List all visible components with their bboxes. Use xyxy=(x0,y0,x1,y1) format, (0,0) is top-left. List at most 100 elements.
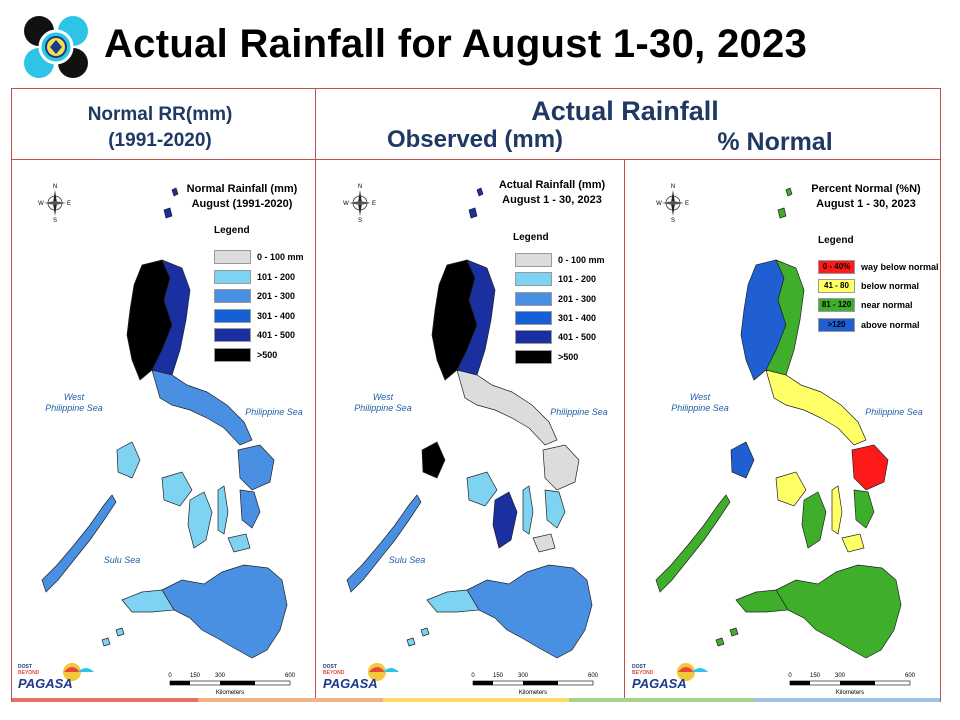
legend-label: 401 - 500 xyxy=(257,330,296,340)
island-region xyxy=(522,485,534,535)
legend-label: below normal xyxy=(861,281,920,292)
island-region xyxy=(237,444,275,491)
island-region xyxy=(466,471,498,507)
philippines-map xyxy=(655,187,902,659)
legend-item: 0 - 100 mm xyxy=(214,250,304,264)
page-title: Actual Rainfall for August 1-30, 2023 xyxy=(104,22,808,66)
scale-bar: 0 150 300 600 Kilometers xyxy=(782,668,922,700)
panel-title-line2: August 1 - 30, 2023 xyxy=(816,198,916,210)
sea-label-west: West Philippine Sea xyxy=(354,392,412,413)
svg-text:300: 300 xyxy=(835,673,846,679)
legend-swatch: 41 - 80 xyxy=(818,279,855,294)
legend-label: 301 - 400 xyxy=(558,312,597,323)
panel-title-line2: August 1 - 30, 2023 xyxy=(502,194,602,206)
island-region xyxy=(715,637,725,647)
island-region xyxy=(801,491,827,549)
svg-text:S: S xyxy=(671,218,675,222)
island-region xyxy=(468,207,478,219)
island-region xyxy=(239,489,261,529)
legend-swatch xyxy=(214,289,251,303)
pagasa-logo: DOST BEYOND PAGASA xyxy=(321,660,413,696)
panel-title-line1: Percent Normal (%N) xyxy=(811,183,921,195)
island-region xyxy=(785,187,793,197)
island-region xyxy=(476,187,484,197)
island-region xyxy=(163,207,173,219)
island-region xyxy=(730,441,755,479)
sea-label-east: Philippine Sea xyxy=(245,407,303,417)
island-region xyxy=(406,637,416,647)
legend-item: 101 - 200 xyxy=(214,269,296,284)
island-region xyxy=(456,369,558,446)
legend-item: 301 - 400 xyxy=(515,310,597,325)
island-region xyxy=(421,441,446,479)
island-region xyxy=(532,533,556,553)
legend-item: 101 - 200 xyxy=(515,272,597,287)
legend-label: 101 - 200 xyxy=(558,274,597,285)
panel-title-line1: Actual Rainfall (mm) xyxy=(498,179,606,191)
sea-label-sulu: Sulu Sea xyxy=(103,555,141,565)
legend-item: 401 - 500 xyxy=(515,330,597,345)
svg-text:N: N xyxy=(358,184,362,190)
footer-color-stripe xyxy=(12,698,940,702)
sea-label-west: West Philippine Sea xyxy=(671,392,729,413)
svg-text:W: W xyxy=(38,201,44,207)
compass-icon: N S W E xyxy=(343,182,377,224)
island-region xyxy=(171,187,179,197)
sea-label-east: Philippine Sea xyxy=(550,407,608,417)
legend-item: 201 - 300 xyxy=(214,289,295,303)
island-region xyxy=(831,485,843,535)
svg-text:N: N xyxy=(671,184,675,190)
legend-label: >500 xyxy=(257,349,278,360)
svg-text:DOST: DOST xyxy=(632,664,646,670)
legend-swatch: 81 - 120 xyxy=(818,298,855,313)
dost-pagasa-logo xyxy=(22,14,90,80)
stripe-segment xyxy=(383,698,569,702)
legend-label: 0 - 100 mm xyxy=(257,252,304,262)
header-divider xyxy=(11,159,941,160)
island-region xyxy=(765,369,867,446)
legend-label: 401 - 500 xyxy=(558,332,597,343)
panel-title-line2: August (1991-2020) xyxy=(191,198,293,210)
legend-item: >500 xyxy=(214,347,278,362)
island-region xyxy=(161,471,193,507)
legend-label: 101 - 200 xyxy=(257,271,296,282)
percent-normal-panel: N S W E Percent Normal (%N) August 1 - 30, … xyxy=(626,160,938,700)
svg-text:0: 0 xyxy=(788,673,792,679)
legend-label: >500 xyxy=(558,351,579,362)
legend-item: 201 - 300 xyxy=(515,291,597,306)
island-region xyxy=(161,564,288,659)
compass-icon: N S W E xyxy=(38,182,72,224)
svg-text:150: 150 xyxy=(810,673,821,679)
island-region xyxy=(466,564,593,659)
stripe-segment xyxy=(12,698,198,702)
legend-item: 301 - 400 xyxy=(214,308,296,323)
scale-bar: 0 150 300 600 Kilometers xyxy=(162,668,302,700)
svg-text:0: 0 xyxy=(168,673,172,679)
svg-text:600: 600 xyxy=(905,673,916,679)
svg-text:S: S xyxy=(358,218,362,222)
island-region xyxy=(492,491,518,549)
legend-label: 301 - 400 xyxy=(257,310,296,321)
sea-label-west: West Philippine Sea xyxy=(45,392,103,413)
stripe-segment xyxy=(568,698,755,702)
legend-label: 0 - 100 mm xyxy=(558,255,605,265)
observed-header: Observed (mm) xyxy=(386,126,564,153)
svg-text:E: E xyxy=(685,201,689,207)
island-region xyxy=(841,533,865,553)
island-region xyxy=(227,533,251,553)
legend-item: 0 - 40% way below normal xyxy=(818,260,938,274)
island-region xyxy=(775,471,807,507)
svg-text:S: S xyxy=(53,218,57,222)
island-region xyxy=(121,589,175,613)
island-region xyxy=(420,627,430,637)
svg-text:BEYOND: BEYOND xyxy=(323,670,345,676)
island-region xyxy=(729,627,739,637)
legend-label: 201 - 300 xyxy=(558,293,597,304)
svg-text:DOST: DOST xyxy=(323,664,337,670)
normal-rainfall-panel: N S W E Normal Rainfall (mm) August (1991-2… xyxy=(12,160,314,700)
legend-swatch xyxy=(214,269,251,284)
island-region xyxy=(346,494,422,593)
island-region xyxy=(851,444,889,491)
legend-item: >500 xyxy=(515,349,579,364)
legend-label: 201 - 300 xyxy=(257,291,296,301)
